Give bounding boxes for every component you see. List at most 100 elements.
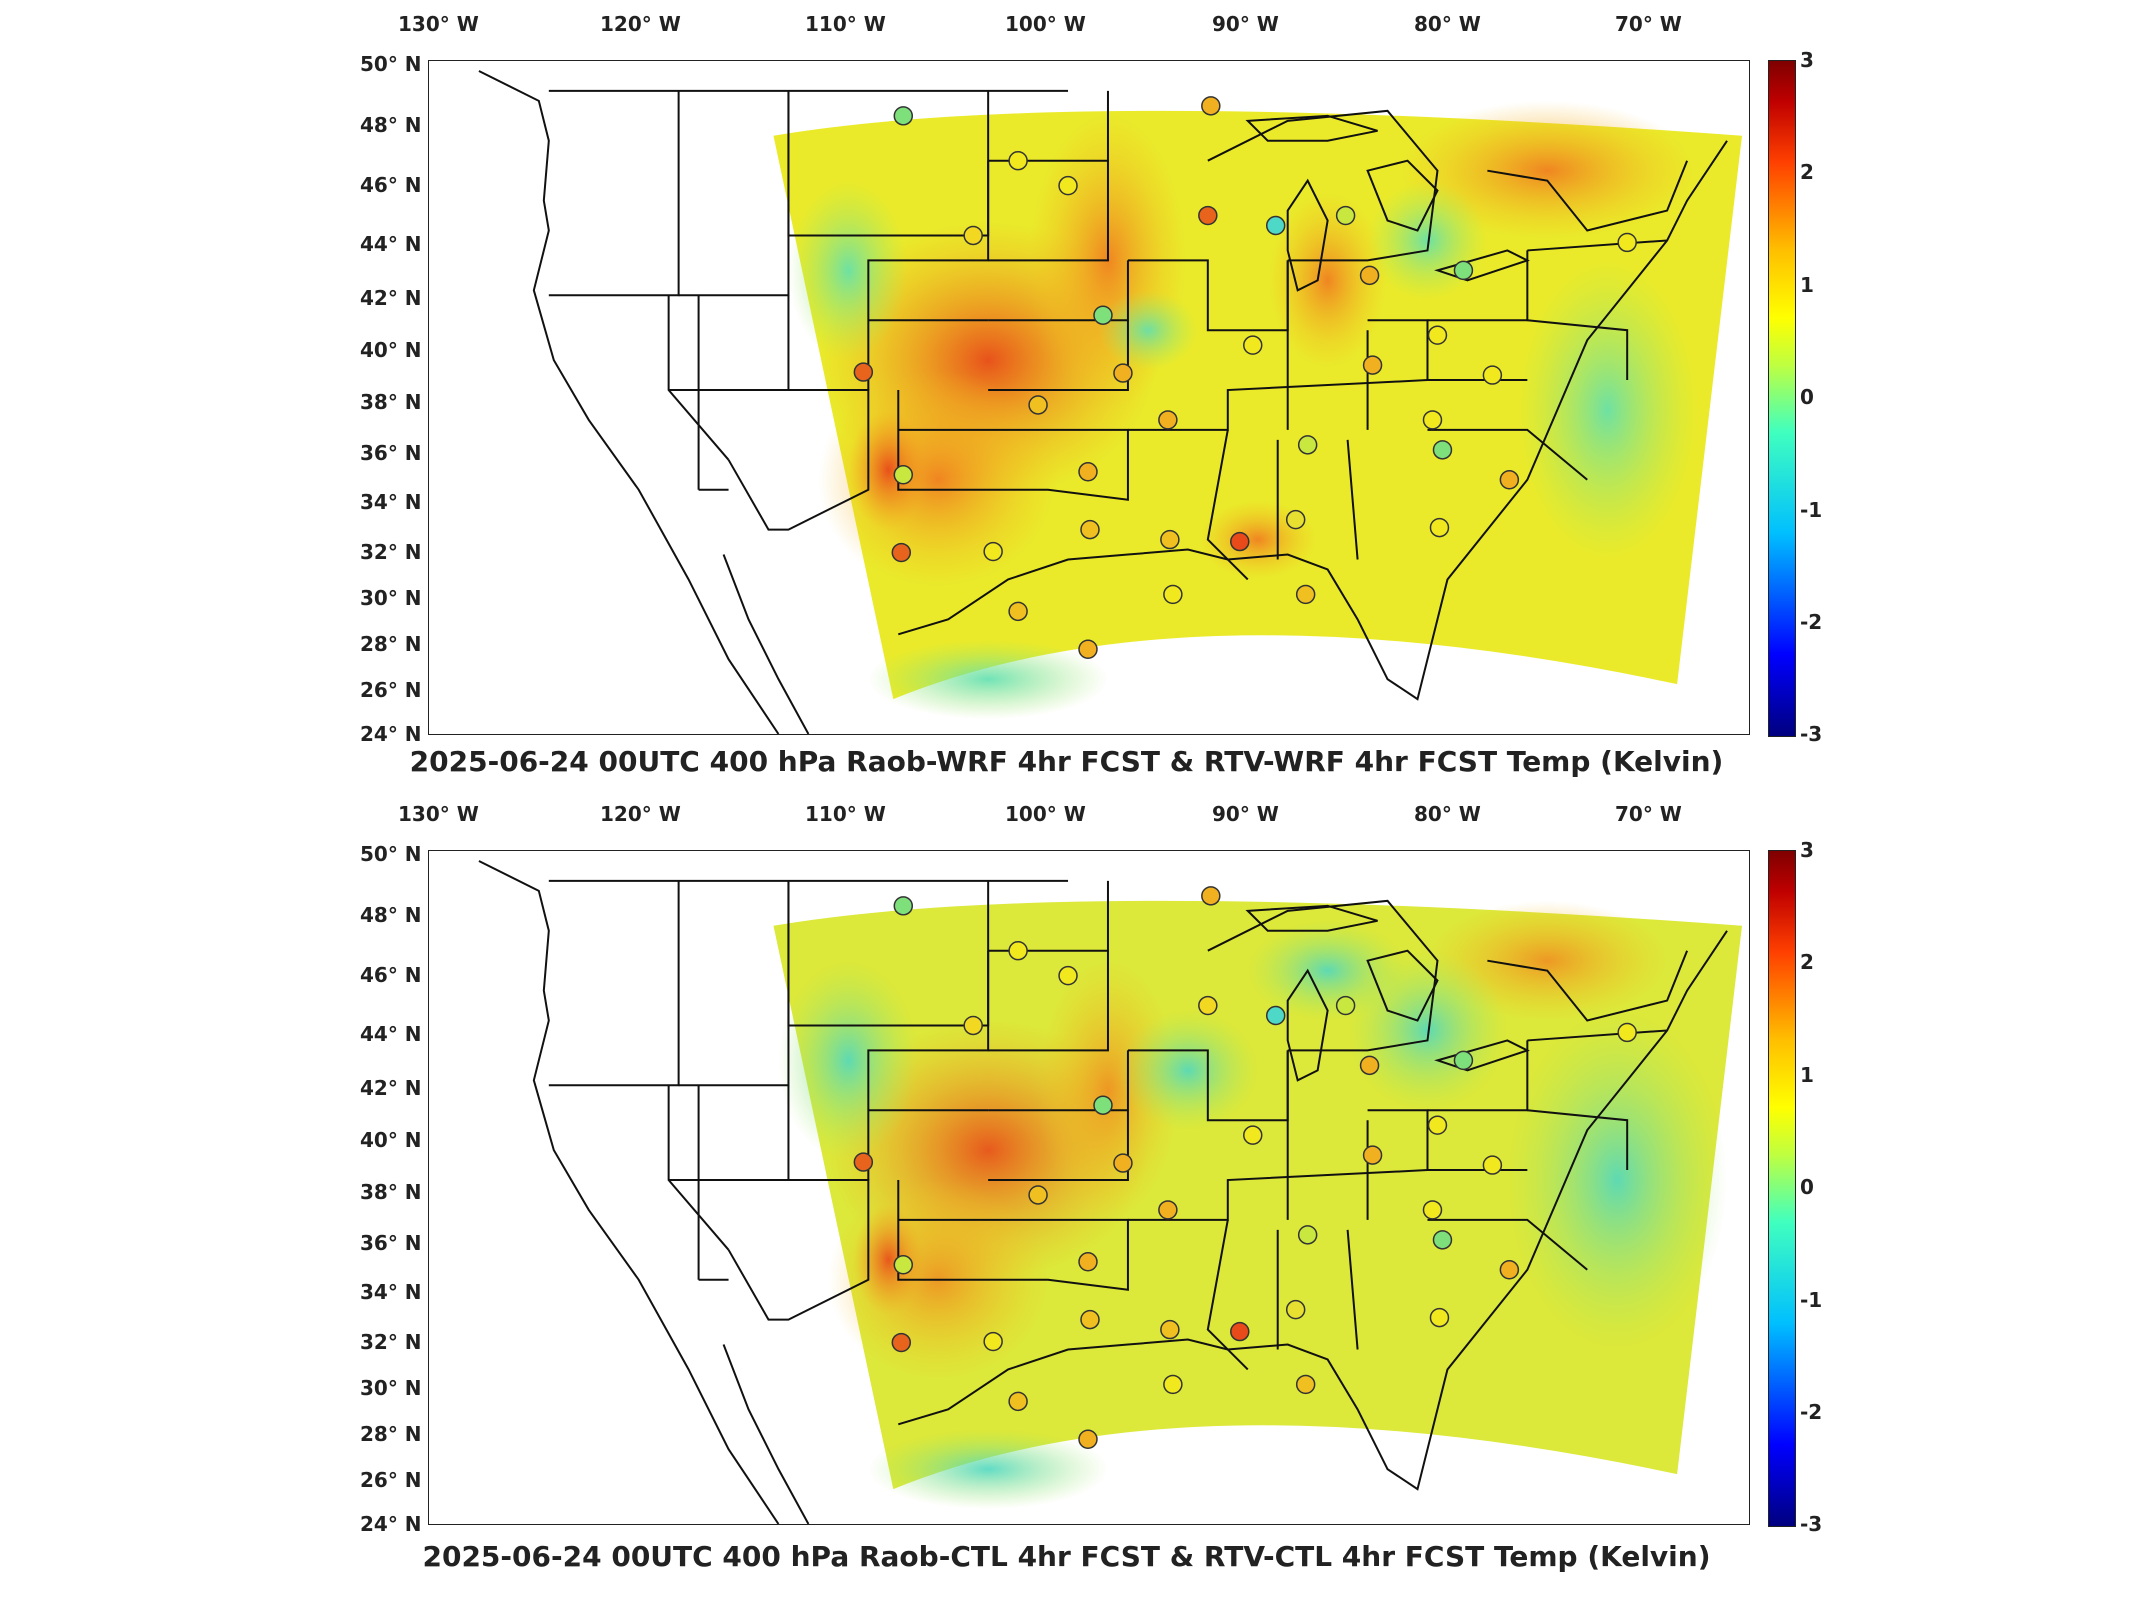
colorbar-tick: -3 (1800, 722, 1823, 746)
colorbar-tick: -1 (1800, 498, 1823, 522)
lat-label: 50° N (360, 842, 422, 866)
lat-label: 36° N (360, 1231, 422, 1255)
lon-label: 80° W (1414, 802, 1481, 826)
lat-label: 50° N (360, 52, 422, 76)
raob-station (1243, 335, 1263, 355)
raob-station (893, 465, 914, 485)
colorbar-tick: -2 (1800, 610, 1823, 634)
lat-label: 34° N (360, 1280, 422, 1304)
lat-label: 44° N (360, 1022, 422, 1046)
lat-label: 24° N (360, 1512, 422, 1536)
lon-label: 130° W (398, 12, 479, 36)
colorbar-tick: 0 (1800, 385, 1814, 409)
raob-station (1295, 584, 1316, 605)
raob-station (1453, 260, 1474, 281)
colorbar-tick: -2 (1800, 1400, 1823, 1424)
lon-label: 120° W (600, 12, 681, 36)
raob-station (1499, 1260, 1520, 1280)
raob-station (1359, 265, 1380, 286)
baja-coast (722, 1344, 810, 1524)
lat-label: 26° N (360, 1468, 422, 1492)
lon-label: 90° W (1212, 802, 1279, 826)
lat-label: 24° N (360, 722, 422, 746)
raob-station (1080, 1309, 1100, 1330)
raob-station (1429, 517, 1450, 538)
lon-label: 90° W (1212, 12, 1279, 36)
raob-station (893, 106, 914, 126)
baja-coast (722, 554, 810, 734)
raob-station (1160, 529, 1180, 550)
map-frame (428, 850, 1750, 1525)
lat-label: 30° N (360, 1376, 422, 1400)
raob-station (1093, 305, 1113, 325)
raob-station (1362, 1145, 1383, 1165)
raob-station (1359, 1055, 1380, 1076)
raob-station (1297, 1225, 1318, 1245)
raob-station (1482, 365, 1503, 385)
raob-station (893, 896, 914, 916)
colorbar-tick: 2 (1800, 950, 1814, 974)
lat-label: 38° N (360, 1180, 422, 1204)
colorbar-tick: 3 (1800, 838, 1814, 862)
raob-station (1198, 995, 1218, 1016)
lon-label: 110° W (805, 802, 886, 826)
raob-station (983, 1331, 1003, 1352)
colorbar-tick: 0 (1800, 1175, 1814, 1199)
raob-station (1008, 1391, 1028, 1412)
raob-station (1158, 1200, 1178, 1220)
state-borders (548, 89, 1689, 581)
raob-station (1078, 1252, 1098, 1272)
raob-station (1078, 462, 1098, 482)
colorbar-tick: -1 (1800, 1288, 1823, 1312)
raob-station (1617, 1022, 1637, 1043)
raob-station (1008, 150, 1028, 171)
lat-label: 46° N (360, 963, 422, 987)
raob-station (1113, 363, 1133, 383)
west-coast (478, 860, 780, 1524)
raob-station (1335, 995, 1356, 1016)
lat-label: 40° N (360, 338, 422, 362)
raob-station (1285, 1299, 1306, 1320)
raob-station (1230, 1321, 1250, 1342)
lat-label: 44° N (360, 232, 422, 256)
raob-station (1432, 1230, 1453, 1250)
raob-station (1432, 440, 1453, 460)
raob-station (1078, 639, 1098, 659)
lat-label: 40° N (360, 1128, 422, 1152)
conus-map (478, 860, 1743, 1524)
raob-station (1093, 1095, 1113, 1115)
raob-station (1429, 1307, 1450, 1328)
raob-station (1427, 1115, 1448, 1135)
raob-station (1201, 96, 1221, 116)
raob-station (853, 1152, 874, 1172)
state-borders (548, 879, 1689, 1371)
lon-label: 100° W (1005, 12, 1086, 36)
raob-station (1080, 519, 1100, 540)
raob-station (1295, 1374, 1316, 1395)
raob-station (1230, 531, 1250, 552)
gulf-coast (898, 140, 1728, 701)
raob-station (1058, 175, 1078, 196)
map-frame (428, 60, 1750, 735)
map-panel-bottom: 130° W 120° W 110° W 100° W 90° W 80° W … (0, 790, 2133, 1600)
raob-station (983, 541, 1003, 562)
raob-station (1160, 1319, 1180, 1340)
raob-station (1453, 1050, 1474, 1071)
raob-station (1427, 325, 1448, 345)
panel-title: 2025-06-24 00UTC 400 hPa Raob-WRF 4hr FC… (409, 745, 1724, 778)
lon-label: 130° W (398, 802, 479, 826)
conus-map (478, 70, 1743, 734)
lat-label: 28° N (360, 1422, 422, 1446)
lon-label: 100° W (1005, 802, 1086, 826)
lat-label: 28° N (360, 632, 422, 656)
colorbar-tick: 2 (1800, 160, 1814, 184)
lon-label: 120° W (600, 802, 681, 826)
raob-station (1198, 205, 1218, 226)
lat-label: 42° N (360, 286, 422, 310)
raob-station (1158, 410, 1178, 430)
raob-station (963, 1015, 983, 1036)
raob-station (963, 225, 983, 246)
raob-station (1422, 1200, 1443, 1220)
raob-stations (853, 96, 1637, 659)
lat-label: 34° N (360, 490, 422, 514)
